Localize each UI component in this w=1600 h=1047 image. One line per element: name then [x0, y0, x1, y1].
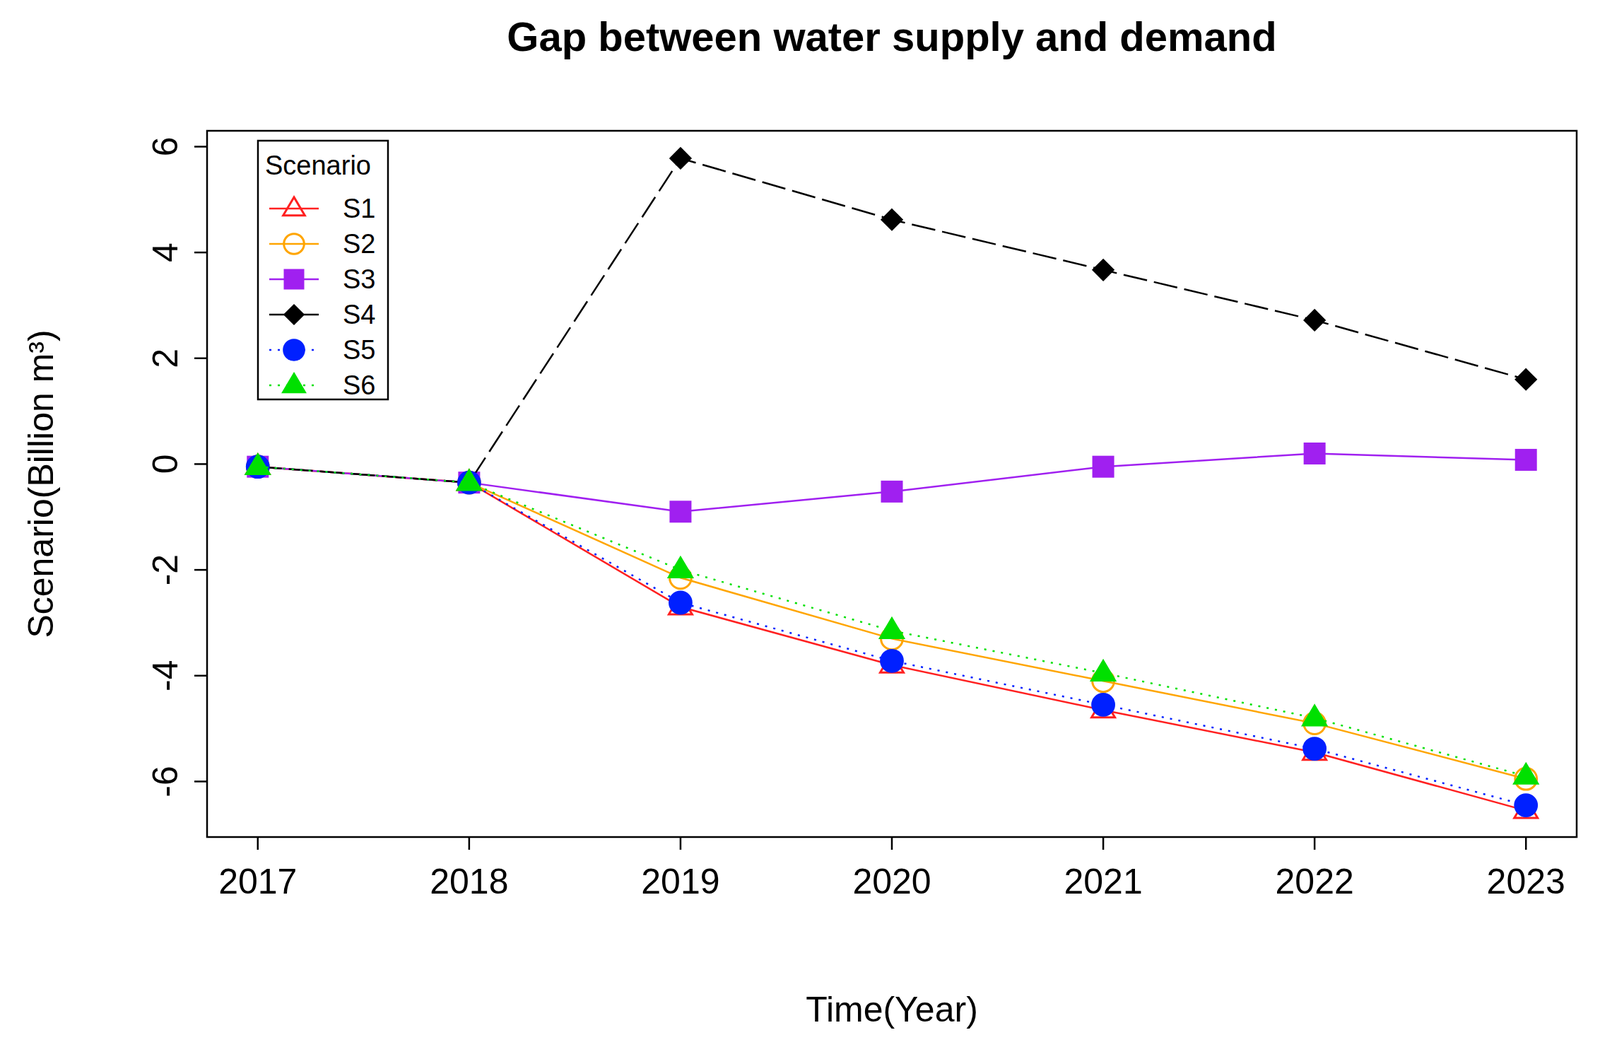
y-tick-label: 6 — [145, 137, 186, 157]
legend-label: S6 — [342, 370, 376, 400]
legend-marker — [284, 269, 304, 289]
x-axis-label: Time(Year) — [805, 989, 979, 1029]
legend-box — [257, 140, 388, 400]
legend-label: S4 — [342, 299, 376, 330]
legend-label: S3 — [342, 264, 376, 294]
y-tick — [194, 251, 208, 254]
y-tick-label: -6 — [145, 765, 186, 797]
legend-label: S2 — [342, 228, 376, 259]
legend-marker — [284, 339, 305, 361]
y-tick-label: -4 — [145, 660, 186, 692]
x-tick — [468, 836, 471, 850]
title: Gap between water supply and demand — [506, 13, 1277, 60]
series-point — [880, 618, 904, 639]
x-tick-label: 2018 — [429, 861, 509, 902]
series-point — [1515, 369, 1536, 390]
x-tick-label: 2023 — [1486, 861, 1566, 902]
series-point — [245, 454, 270, 475]
series-point — [1093, 260, 1114, 280]
y-tick-label: -2 — [145, 554, 186, 586]
series-point — [1303, 737, 1326, 760]
series-line — [257, 453, 1526, 511]
series-point — [1093, 456, 1114, 477]
series-point — [1091, 660, 1116, 681]
series-line — [257, 466, 1526, 805]
legend-marker — [283, 197, 306, 216]
series-point — [1304, 443, 1325, 463]
series-point — [670, 501, 691, 522]
series-line — [257, 466, 1526, 810]
series-point — [881, 649, 904, 672]
y-tick-label: 2 — [145, 348, 186, 369]
y-tick — [194, 674, 208, 678]
series-point — [457, 469, 481, 490]
plot-area — [245, 148, 1538, 818]
x-tick — [1313, 836, 1316, 850]
series-line — [257, 158, 1526, 483]
y-axis-label: Scenario(Billion m³) — [21, 329, 61, 638]
y-tick-label: 4 — [145, 242, 186, 263]
series-point — [670, 148, 691, 169]
legend-label: S1 — [342, 193, 376, 224]
x-tick — [1102, 836, 1105, 850]
x-tick — [891, 836, 894, 850]
chart: Gap between water supply and demand 2017 2… — [0, 0, 1600, 1047]
series-point — [881, 209, 902, 230]
series-line — [257, 466, 1526, 776]
x-tick-label: 2017 — [218, 861, 297, 902]
series-point — [1515, 794, 1538, 817]
x-tick-label: 2021 — [1063, 861, 1143, 902]
y-tick — [194, 780, 208, 783]
x-tick — [1525, 836, 1528, 850]
y-tick — [194, 357, 208, 360]
plot-frame — [207, 130, 1577, 837]
series-point — [1092, 693, 1115, 716]
series-point — [668, 557, 692, 578]
y-tick — [194, 145, 208, 148]
legend-title: Scenario — [265, 150, 372, 181]
series-point — [1303, 705, 1327, 726]
legend-marker — [284, 305, 304, 324]
legend-label: S5 — [342, 334, 376, 365]
series-point — [1515, 449, 1536, 470]
legend-marker — [283, 373, 306, 393]
series-point — [1304, 310, 1325, 331]
x-tick-label: 2022 — [1275, 861, 1355, 902]
legend-line — [269, 243, 319, 246]
series-point — [669, 591, 692, 614]
y-tick-label: 0 — [145, 454, 186, 475]
series-point — [1514, 763, 1538, 784]
legend: Scenario S1 S2 S3 S4 S5 S6 — [257, 140, 388, 400]
series-point — [881, 481, 902, 502]
legend-marker — [284, 233, 305, 255]
y-tick — [194, 568, 208, 572]
x-tick — [257, 836, 260, 850]
legend-line — [269, 207, 319, 210]
series-line — [257, 466, 1526, 779]
y-tick — [194, 462, 208, 466]
x-tick — [679, 836, 682, 850]
x-tick-label: 2019 — [640, 861, 720, 902]
x-tick-label: 2020 — [852, 861, 931, 902]
